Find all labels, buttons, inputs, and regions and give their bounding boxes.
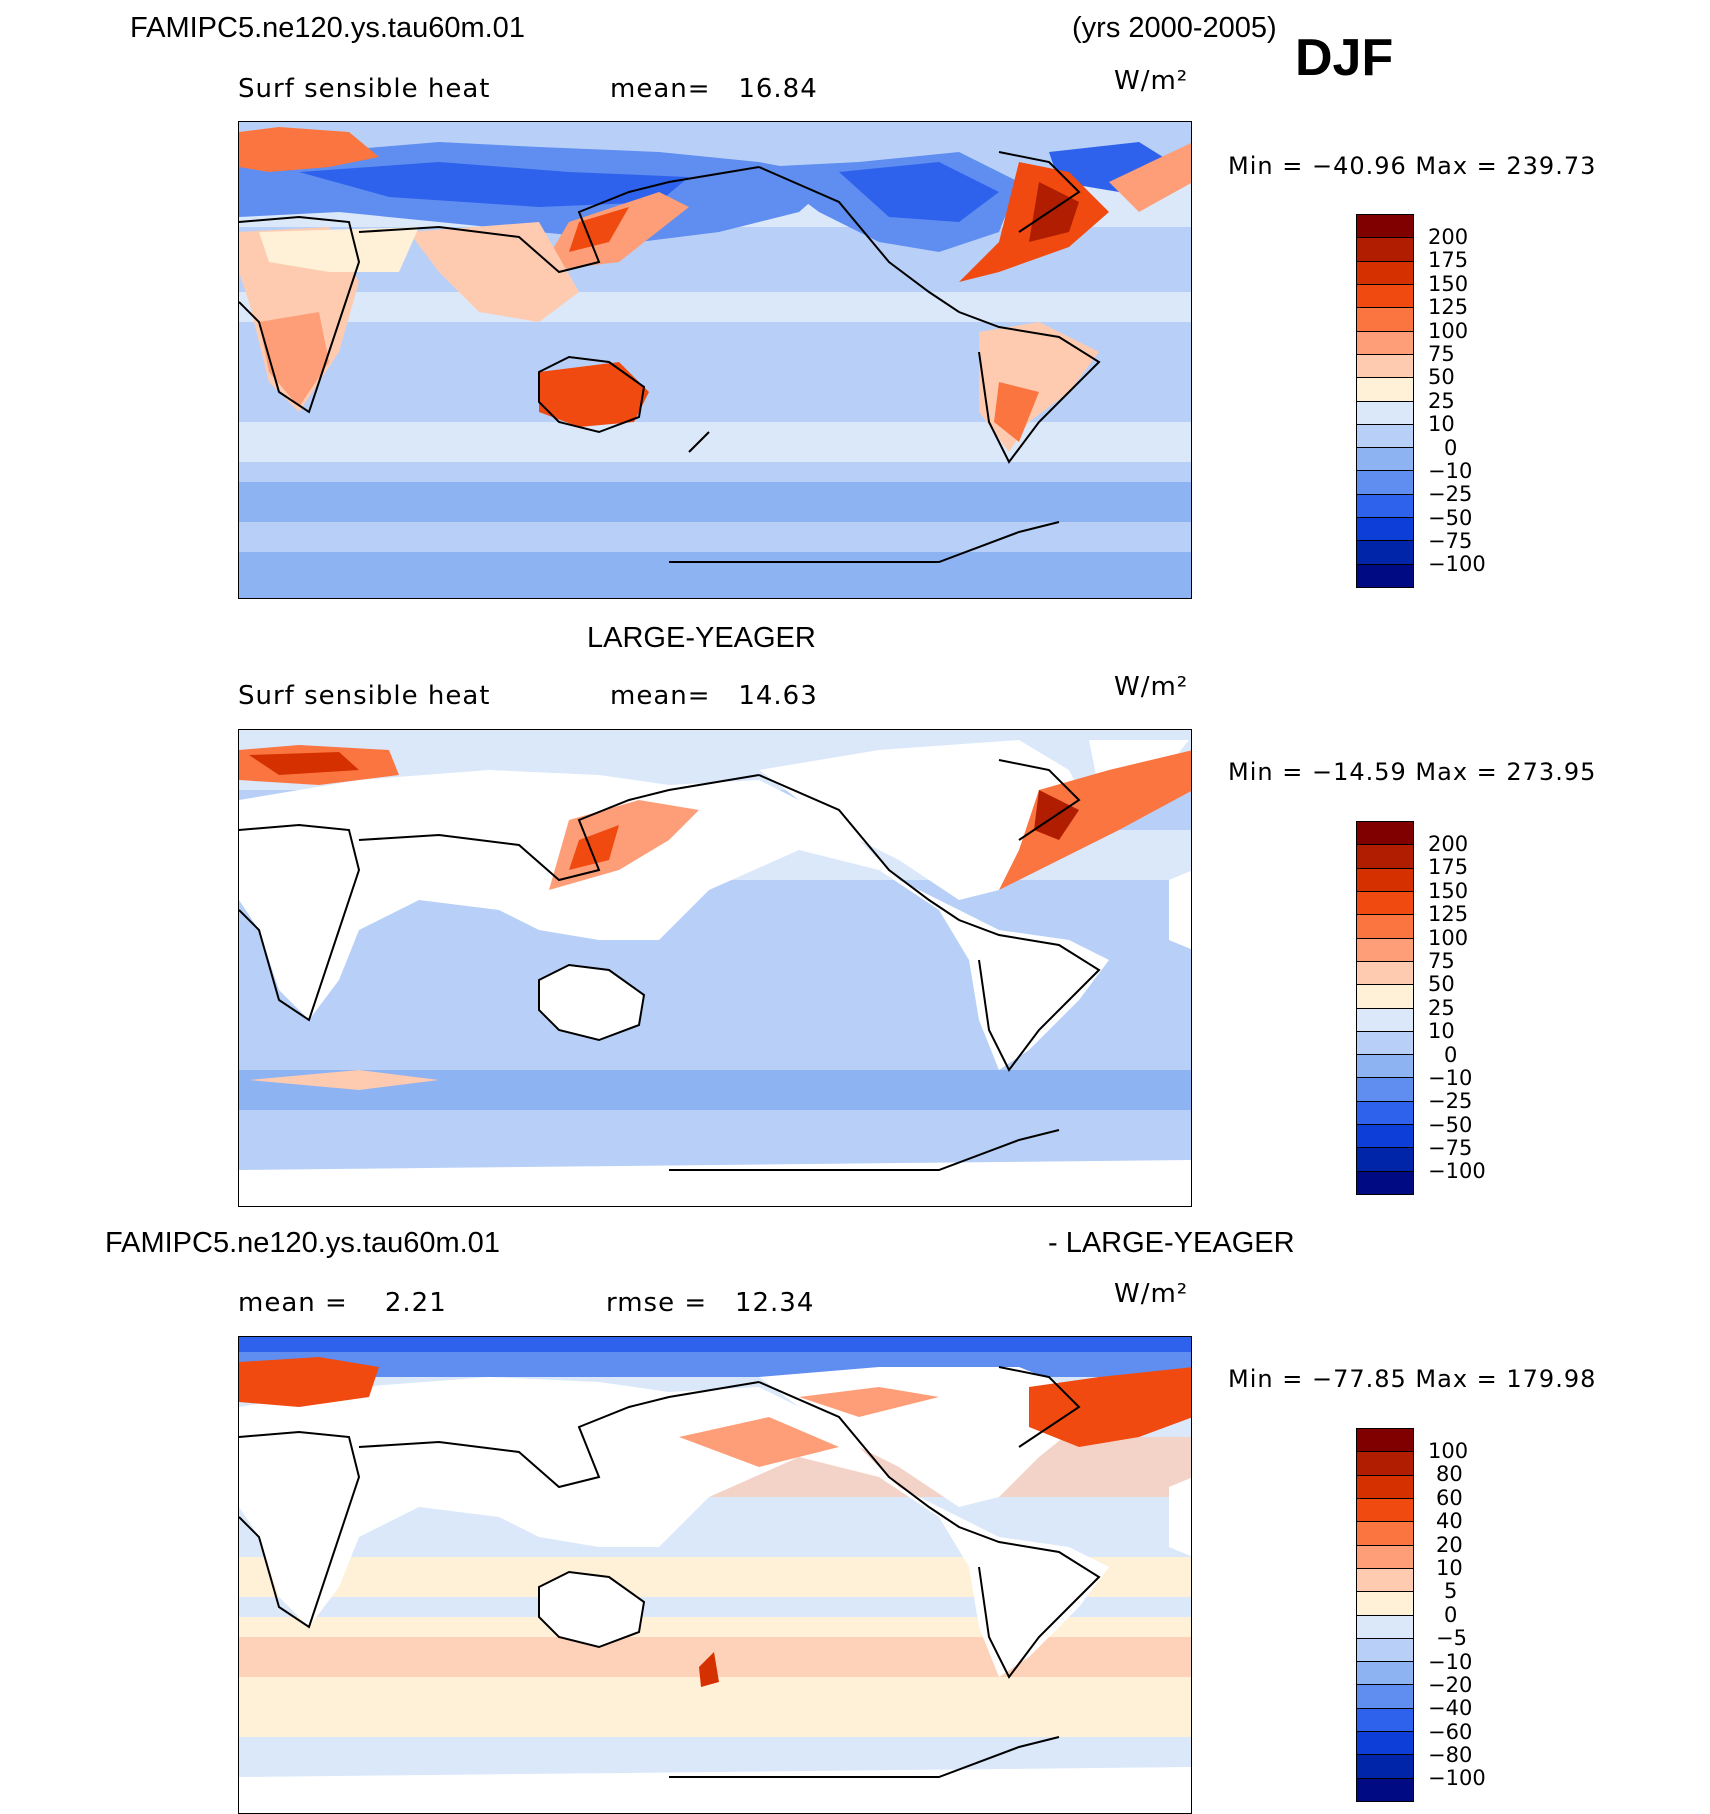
season-label: DJF <box>1295 29 1394 87</box>
colorbar-tick: −60 <box>1428 1719 1473 1744</box>
colorbar-tick: −5 <box>1436 1626 1467 1651</box>
colorbar-tick: 0 <box>1444 1602 1458 1627</box>
colorbar-tick: −25 <box>1428 1089 1473 1114</box>
colorbar-tick: 80 <box>1436 1462 1463 1487</box>
colorbar-tick: 150 <box>1428 878 1469 903</box>
colorbar-tick: 10 <box>1428 412 1455 437</box>
colorbar-tick: −75 <box>1428 529 1473 554</box>
colorbar-tick: 25 <box>1428 388 1455 413</box>
colorbar-tick: 50 <box>1428 365 1455 390</box>
colorbar-tick: 0 <box>1444 435 1458 460</box>
colorbar-tick: 100 <box>1428 1439 1469 1463</box>
colorbar-tick: 150 <box>1428 271 1469 296</box>
colorbar-tick: 175 <box>1428 855 1469 880</box>
colorbar-tick: 125 <box>1428 295 1469 320</box>
colorbar-tick: 100 <box>1428 318 1469 343</box>
colorbar-tick: 175 <box>1428 248 1469 273</box>
years-label: (yrs 2000-2005) <box>1072 12 1277 44</box>
panel2-minmax: Min = −14.59 Max = 273.95 <box>1228 758 1597 786</box>
panel3-title-right: - LARGE-YEAGER <box>1048 1227 1295 1259</box>
panel3-colorbar-labels: 100 80 60 40 20 10 5 0 −5 −10 −20 −40 −6… <box>1428 1439 1486 1791</box>
panel2-colorbar <box>1356 821 1414 1195</box>
colorbar-tick: 75 <box>1428 948 1455 973</box>
panel3-mean: mean = 2.21 <box>238 1288 447 1318</box>
colorbar-tick: 200 <box>1428 225 1469 249</box>
colorbar-tick: 50 <box>1428 972 1455 997</box>
colorbar-tick: 0 <box>1444 1042 1458 1067</box>
panel3-rmse: rmse = 12.34 <box>606 1288 815 1318</box>
panel2-title: LARGE-YEAGER <box>587 622 816 654</box>
panel1-minmax: Min = −40.96 Max = 239.73 <box>1228 152 1597 180</box>
colorbar-tick: −25 <box>1428 482 1473 507</box>
colorbar-tick: −80 <box>1428 1743 1473 1768</box>
colorbar-tick: 75 <box>1428 341 1455 366</box>
panel2-variable-label: Surf sensible heat <box>238 681 491 711</box>
panel2-mean: mean= 14.63 <box>610 681 818 711</box>
panel3-minmax: Min = −77.85 Max = 179.98 <box>1228 1365 1597 1393</box>
colorbar-tick: 40 <box>1436 1509 1463 1534</box>
panel1-variable-label: Surf sensible heat <box>238 74 491 104</box>
colorbar-tick: −100 <box>1428 1766 1486 1791</box>
panel2-colorbar-labels: 200 175 150 125 100 75 50 25 10 0 −10 −2… <box>1428 832 1486 1184</box>
panel3-colorbar <box>1356 1428 1414 1802</box>
panel3-map <box>238 1336 1192 1814</box>
colorbar-tick: −100 <box>1428 552 1486 577</box>
colorbar-tick: 60 <box>1436 1485 1463 1510</box>
colorbar-tick: 125 <box>1428 902 1469 927</box>
panel1-map <box>238 121 1192 599</box>
panel3-title-left: FAMIPC5.ne120.ys.tau60m.01 <box>105 1227 500 1259</box>
colorbar-tick: −20 <box>1428 1672 1473 1697</box>
panel2-map <box>238 729 1192 1207</box>
panel1-colorbar-labels: 200 175 150 125 100 75 50 25 10 0 −10 −2… <box>1428 225 1486 577</box>
colorbar-tick: −100 <box>1428 1159 1486 1184</box>
colorbar-tick: −50 <box>1428 505 1473 530</box>
colorbar-tick: −10 <box>1428 1065 1473 1090</box>
colorbar-tick: 10 <box>1436 1555 1463 1580</box>
colorbar-tick: −40 <box>1428 1696 1473 1721</box>
colorbar-tick: 25 <box>1428 995 1455 1020</box>
case-title: FAMIPC5.ne120.ys.tau60m.01 <box>130 12 525 44</box>
panel1-colorbar <box>1356 214 1414 588</box>
colorbar-tick: −50 <box>1428 1112 1473 1137</box>
panel1-mean: mean= 16.84 <box>610 74 818 104</box>
colorbar-tick: −75 <box>1428 1136 1473 1161</box>
colorbar-tick: −10 <box>1428 458 1473 483</box>
colorbar-tick: 20 <box>1436 1532 1463 1557</box>
panel3-units: W/m² <box>1114 1279 1189 1309</box>
colorbar-tick: 100 <box>1428 925 1469 950</box>
colorbar-tick: 10 <box>1428 1019 1455 1044</box>
panel2-units: W/m² <box>1114 672 1189 702</box>
panel1-units: W/m² <box>1114 66 1189 96</box>
colorbar-tick: 5 <box>1444 1579 1458 1604</box>
colorbar-tick: 200 <box>1428 832 1469 856</box>
colorbar-tick: −10 <box>1428 1649 1473 1674</box>
